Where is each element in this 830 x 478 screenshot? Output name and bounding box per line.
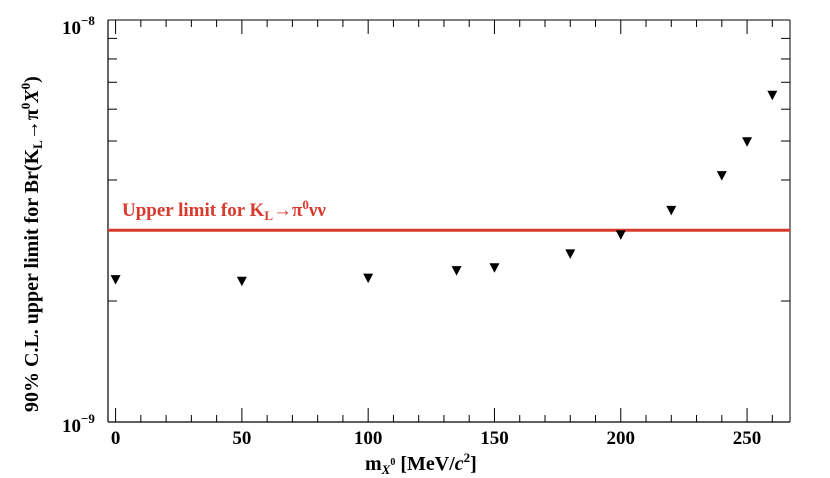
x-tick-label: 0 [111, 428, 121, 449]
data-point [767, 90, 778, 101]
kl-pi0-nu-nu-limit-label: Upper limit for KL→π0νν [122, 197, 326, 223]
x-tick-label: 200 [607, 428, 636, 449]
x-tick-label: 150 [480, 428, 509, 449]
x-axis-title: mX0 [MeV/c2] [365, 450, 477, 477]
plot-axes [107, 19, 791, 423]
x-axis-ticks [115, 20, 773, 422]
x-tick-label: 100 [354, 428, 383, 449]
data-point [236, 276, 247, 287]
y-axis-ticks [108, 19, 790, 423]
x-tick-label: 250 [733, 428, 762, 449]
data-point [565, 249, 576, 259]
x-tick-labels: 0 50 100 150 200 250 [111, 428, 761, 449]
y-axis-title: 90% C.L. upper limit for Br(KL→π0X0) [18, 76, 45, 412]
data-point [615, 230, 626, 240]
data-point [363, 273, 374, 284]
data-point [742, 137, 753, 147]
data-point [716, 171, 727, 181]
data-point [451, 266, 462, 276]
data-point [489, 263, 500, 273]
data-point [666, 205, 677, 216]
x-tick-label: 50 [232, 428, 251, 449]
data-point [110, 275, 121, 285]
y-tick-label-top: 10−8 [62, 13, 95, 39]
y-tick-label-bottom: 10−9 [62, 411, 95, 437]
data-markers [110, 90, 778, 287]
